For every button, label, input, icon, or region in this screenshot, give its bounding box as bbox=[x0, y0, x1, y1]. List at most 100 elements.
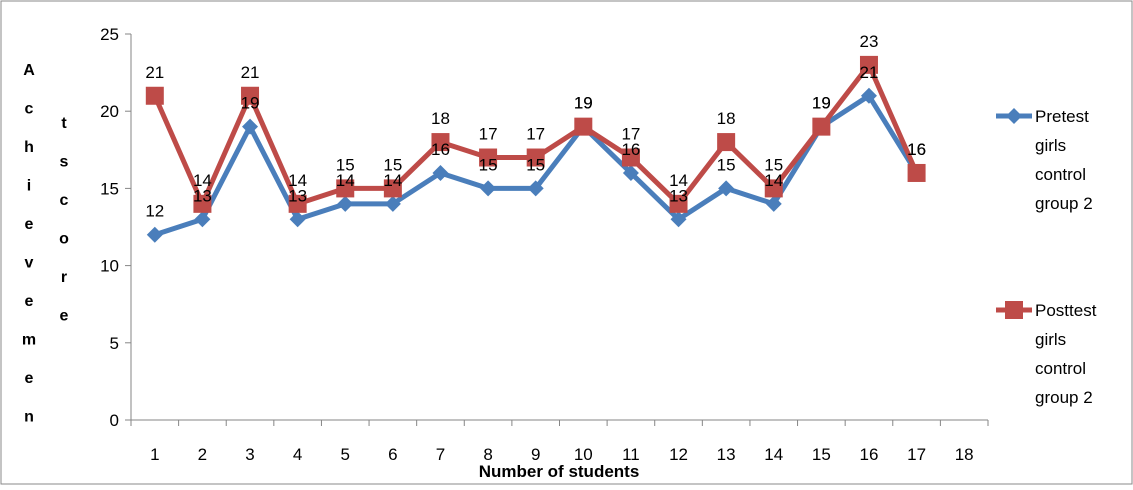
legend-label: control bbox=[1035, 165, 1086, 184]
data-label: 17 bbox=[621, 125, 640, 144]
y-axis-title-letter: o bbox=[59, 231, 69, 248]
y-tick-label: 10 bbox=[100, 257, 119, 276]
posttest-point bbox=[431, 133, 450, 152]
x-tick-label: 5 bbox=[341, 445, 350, 464]
posttest-point bbox=[859, 55, 878, 74]
data-label: 15 bbox=[717, 155, 736, 174]
y-tick-label: 5 bbox=[110, 334, 119, 353]
data-label: 18 bbox=[717, 109, 736, 128]
y-axis-title-letter: c bbox=[25, 101, 34, 118]
y-axis-title-letter: m bbox=[22, 332, 36, 349]
y-axis-title-letter: h bbox=[24, 139, 34, 156]
data-label: 17 bbox=[526, 125, 545, 144]
data-label: 14 bbox=[669, 171, 688, 190]
y-axis-title-letter: t bbox=[61, 115, 67, 132]
y-axis-title-letter: v bbox=[25, 255, 34, 272]
posttest-point bbox=[336, 179, 355, 198]
y-axis-title-letter: s bbox=[60, 154, 69, 171]
pretest-point bbox=[384, 195, 401, 212]
x-axis-title: Number of students bbox=[479, 462, 640, 481]
pretest-point bbox=[432, 164, 449, 181]
pretest-point bbox=[718, 180, 735, 197]
y-axis-title-letter: i bbox=[27, 178, 31, 195]
x-tick-label: 2 bbox=[198, 445, 207, 464]
posttest-point bbox=[193, 194, 212, 213]
posttest-point bbox=[621, 148, 640, 167]
legend-label: group 2 bbox=[1035, 388, 1093, 407]
y-axis-title-left: Ac h i e v e m e n bbox=[22, 62, 36, 426]
data-label: 15 bbox=[383, 155, 402, 174]
x-tick-label: 3 bbox=[245, 445, 254, 464]
y-tick-label: 25 bbox=[100, 25, 119, 44]
y-axis-title-letter: n bbox=[24, 409, 34, 426]
x-tick-label: 4 bbox=[293, 445, 302, 464]
y-axis-ticks: 0 5 10 15 20 25 bbox=[100, 25, 131, 430]
posttest-point bbox=[669, 194, 688, 213]
data-label: 19 bbox=[574, 94, 593, 113]
x-tick-label: 12 bbox=[669, 445, 688, 464]
x-tick-label: 10 bbox=[574, 445, 593, 464]
data-label: 15 bbox=[526, 155, 545, 174]
data-label: 17 bbox=[479, 125, 498, 144]
x-tick-label: 16 bbox=[860, 445, 879, 464]
x-tick-label: 9 bbox=[531, 445, 540, 464]
data-label: 19 bbox=[574, 94, 593, 113]
posttest-point bbox=[288, 194, 307, 213]
pretest-point bbox=[242, 118, 259, 135]
x-tick-label: 11 bbox=[622, 445, 640, 464]
legend-label: group 2 bbox=[1035, 194, 1093, 213]
x-tick-label: 7 bbox=[436, 445, 445, 464]
legend-label: Pretest bbox=[1035, 107, 1089, 126]
data-label: 16 bbox=[907, 140, 926, 159]
legend-entry: Posttest girls control group 2 bbox=[996, 301, 1097, 407]
data-label: 15 bbox=[336, 155, 355, 174]
pretest-point bbox=[194, 211, 211, 228]
data-label: 13 bbox=[193, 186, 212, 205]
data-label: 21 bbox=[241, 63, 260, 82]
data-label: 16 bbox=[907, 140, 926, 159]
series-posttest bbox=[145, 55, 926, 213]
x-tick-label: 18 bbox=[955, 445, 974, 464]
pretest-point bbox=[480, 180, 497, 197]
posttest-point bbox=[574, 117, 593, 136]
x-tick-label: 15 bbox=[812, 445, 831, 464]
data-label: 14 bbox=[764, 171, 783, 190]
data-label: 15 bbox=[479, 155, 498, 174]
pretest-point bbox=[527, 180, 544, 197]
data-label: 19 bbox=[812, 94, 831, 113]
y-tick-label: 0 bbox=[110, 411, 119, 430]
data-label: 14 bbox=[288, 171, 307, 190]
legend-marker bbox=[1005, 301, 1023, 319]
pretest-point bbox=[670, 211, 687, 228]
data-label: 19 bbox=[241, 94, 260, 113]
x-tick-label: 17 bbox=[907, 445, 926, 464]
y-axis-title-letter: e bbox=[25, 216, 34, 233]
data-label: 23 bbox=[860, 32, 879, 51]
y-axis-title-letter: e bbox=[60, 308, 69, 325]
data-label: 16 bbox=[431, 140, 450, 159]
y-tick-label: 20 bbox=[100, 102, 119, 121]
pretest-point bbox=[146, 226, 163, 243]
x-tick-label: 14 bbox=[764, 445, 783, 464]
data-label: 15 bbox=[764, 155, 783, 174]
legend-marker bbox=[1006, 108, 1022, 124]
x-tick-label: 8 bbox=[483, 445, 492, 464]
x-tick-label: 1 bbox=[150, 445, 159, 464]
y-axis-title-letter: e bbox=[25, 293, 34, 310]
y-axis-title-letter: e bbox=[25, 370, 34, 387]
legend-label: girls bbox=[1035, 330, 1066, 349]
data-label: 18 bbox=[431, 109, 450, 128]
data-label: 19 bbox=[812, 94, 831, 113]
y-axis-title-right: t s c o r e bbox=[59, 115, 69, 325]
legend-label: control bbox=[1035, 359, 1086, 378]
data-label: 21 bbox=[860, 63, 879, 82]
x-tick-label: 6 bbox=[388, 445, 397, 464]
data-label: 16 bbox=[621, 140, 640, 159]
data-label: 12 bbox=[145, 202, 164, 221]
pretest-point bbox=[337, 195, 354, 212]
posttest-point bbox=[764, 179, 783, 198]
